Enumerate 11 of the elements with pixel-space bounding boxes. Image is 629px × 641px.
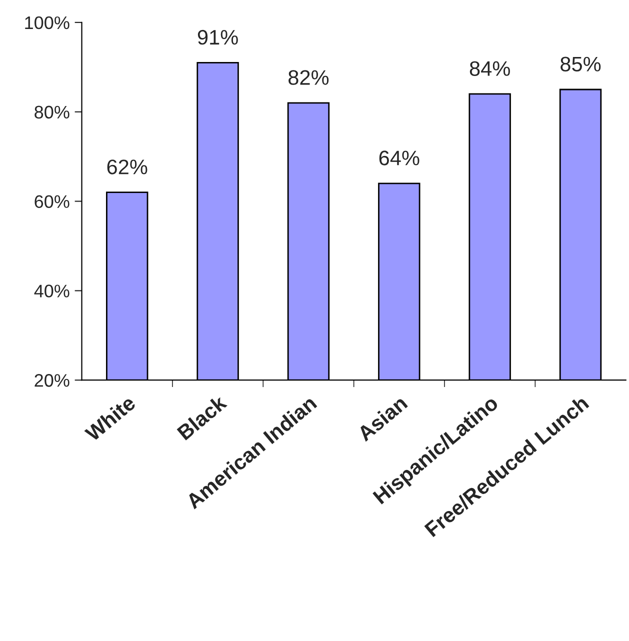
y-tick-label: 40%	[34, 284, 70, 298]
data-label: 62%	[107, 160, 148, 174]
data-label: 82%	[288, 70, 329, 85]
y-tick-label: 80%	[34, 106, 70, 119]
data-label: 91%	[198, 30, 238, 45]
y-tick-label: 20%	[34, 374, 70, 387]
data-label: 85%	[560, 56, 601, 72]
y-tick-label: 60%	[34, 195, 70, 208]
data-label: 64%	[379, 150, 420, 166]
data-label: 84%	[470, 61, 510, 76]
y-tick-label: 100%	[25, 16, 70, 30]
